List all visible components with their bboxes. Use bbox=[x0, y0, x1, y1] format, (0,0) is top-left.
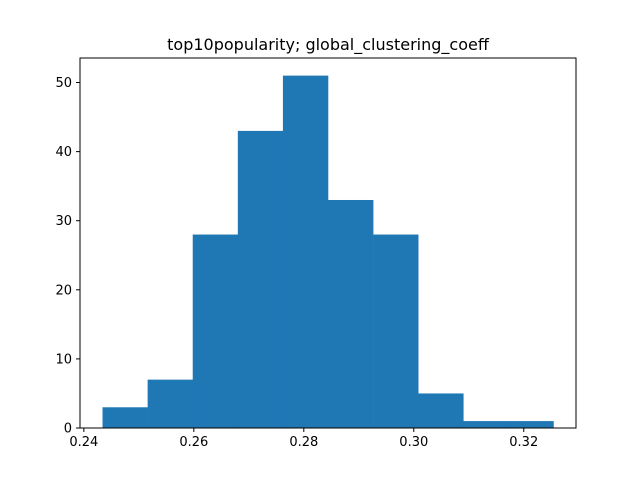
histogram-bar-5 bbox=[328, 199, 374, 428]
histogram-bar-0 bbox=[102, 407, 148, 428]
histogram-bar-1 bbox=[147, 379, 194, 428]
histogram-bar-4 bbox=[282, 75, 329, 428]
x-tick-label: 0.32 bbox=[509, 435, 538, 450]
histogram-bar-8 bbox=[463, 421, 509, 428]
y-tick-label: 0 bbox=[64, 422, 72, 437]
histogram-bar-3 bbox=[237, 130, 284, 429]
y-axis-ticks: 0 10 20 30 40 50 bbox=[55, 76, 80, 437]
x-tick-label: 0.24 bbox=[69, 435, 98, 450]
x-axis-ticks: 0.24 0.26 0.28 0.30 0.32 bbox=[69, 428, 538, 450]
y-tick-label: 20 bbox=[55, 283, 72, 298]
histogram-bar-2 bbox=[192, 234, 239, 428]
y-tick-label: 40 bbox=[55, 145, 72, 160]
histogram-bar-9 bbox=[508, 421, 554, 428]
bars-group bbox=[102, 75, 554, 429]
histogram-bar-7 bbox=[418, 393, 464, 428]
x-tick-label: 0.28 bbox=[289, 435, 318, 450]
histogram-bar-6 bbox=[373, 234, 419, 428]
chart-title: top10popularity; global_clustering_coeff bbox=[167, 35, 490, 55]
y-tick-label: 30 bbox=[55, 214, 72, 229]
x-tick-label: 0.26 bbox=[179, 435, 208, 450]
x-tick-label: 0.30 bbox=[399, 435, 428, 450]
y-tick-label: 50 bbox=[55, 76, 72, 91]
axes-frame bbox=[79, 57, 577, 429]
y-tick-label: 10 bbox=[55, 352, 72, 367]
